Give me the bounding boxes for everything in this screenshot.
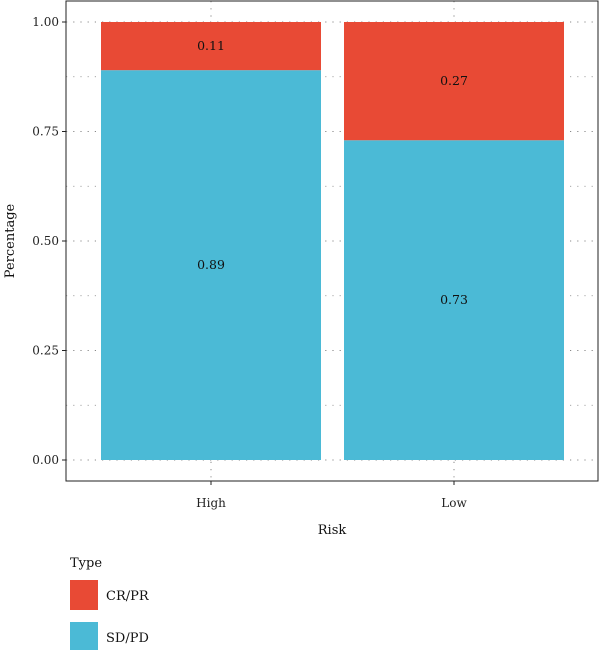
y-tick-label: 0.50	[32, 234, 59, 248]
bars	[101, 22, 564, 461]
legend-label: CR/PR	[106, 589, 150, 604]
data-label: 0.11	[197, 38, 225, 53]
legend-key-sd-pd	[70, 622, 98, 650]
legend-title: Type	[70, 556, 102, 571]
bar-low-sd-pd	[344, 140, 564, 460]
legend: Type CR/PR SD/PD	[70, 556, 150, 650]
data-label: 0.89	[197, 257, 225, 272]
x-tick-label: Low	[441, 496, 467, 510]
data-label: 0.27	[440, 73, 468, 88]
bar-high-sd-pd	[101, 70, 321, 461]
y-tick-label: 0.00	[32, 453, 59, 467]
data-labels: 0.89 0.11 0.73 0.27	[197, 38, 468, 307]
x-tick-label: High	[196, 496, 226, 510]
bar-low-cr-pr	[344, 22, 564, 141]
legend-label: SD/PD	[106, 631, 149, 646]
y-axis-title: Percentage	[3, 203, 18, 278]
bar-high-cr-pr	[101, 22, 321, 71]
x-axis: High Low	[196, 481, 467, 510]
legend-key-cr-pr	[70, 580, 98, 610]
y-axis: 0.00 0.25 0.50 0.75 1.00	[32, 15, 66, 467]
y-tick-label: 0.25	[32, 344, 59, 358]
y-tick-label: 1.00	[32, 15, 59, 29]
x-axis-title: Risk	[318, 523, 347, 538]
data-label: 0.73	[440, 292, 468, 307]
y-tick-label: 0.75	[32, 125, 59, 139]
